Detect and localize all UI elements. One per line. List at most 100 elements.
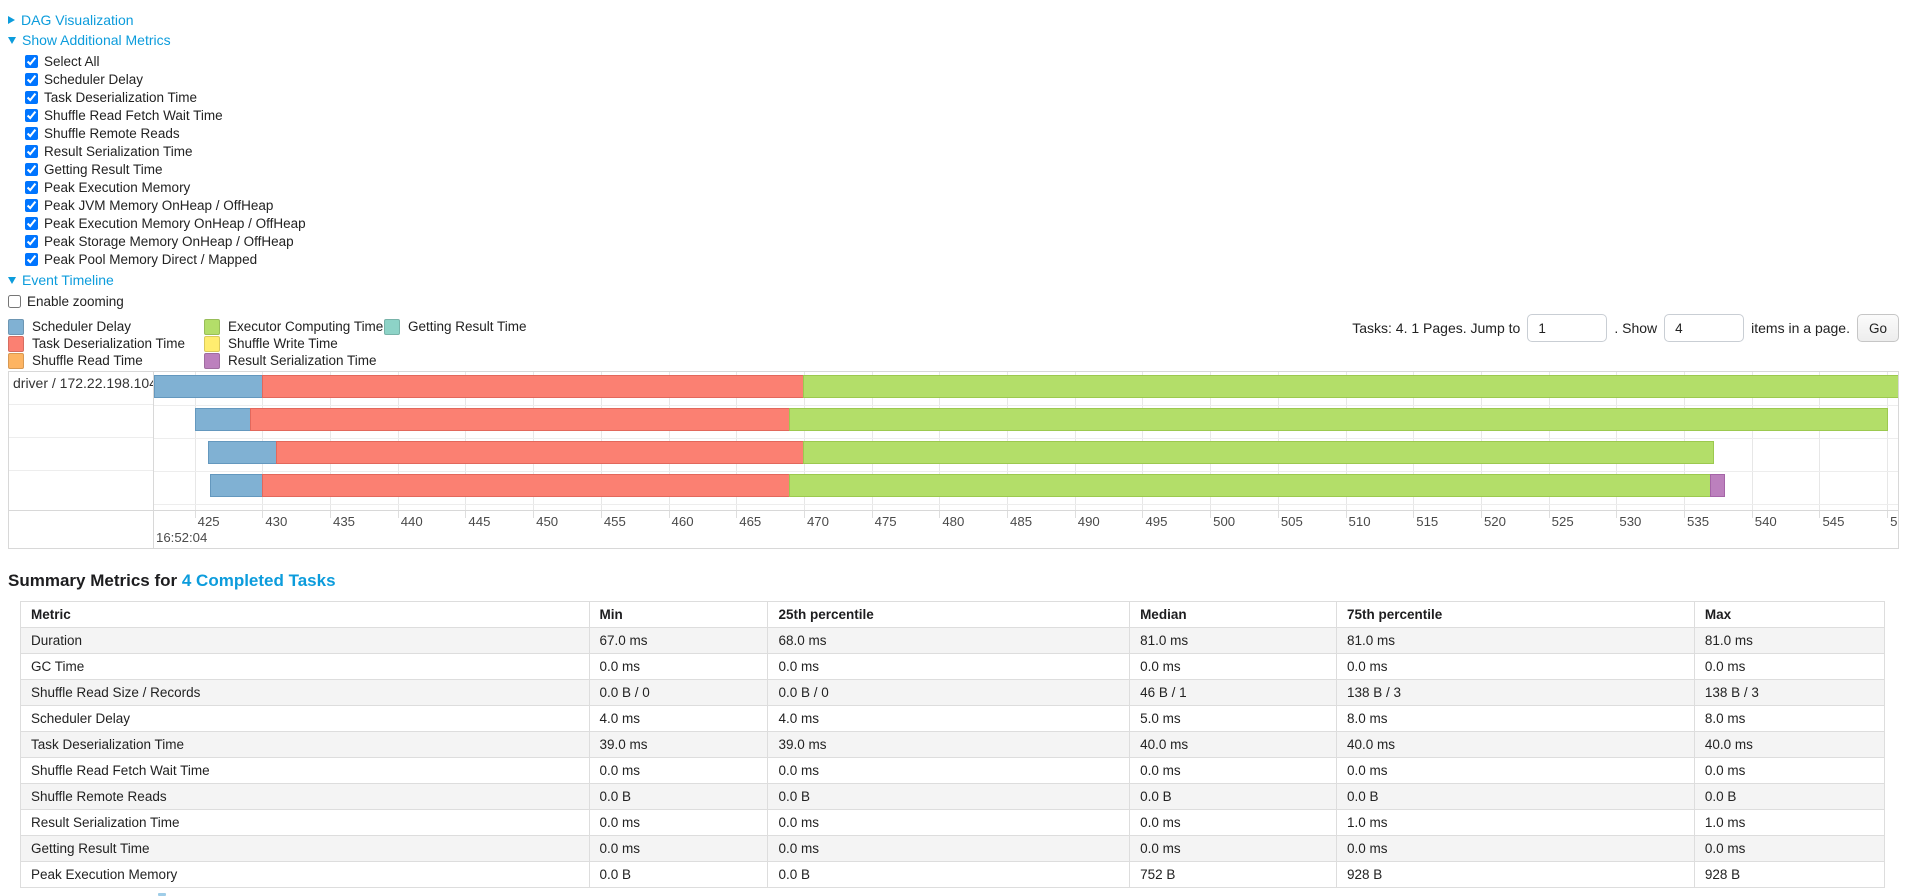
checkbox-label: Peak Pool Memory Direct / Mapped: [44, 251, 258, 267]
checkbox-result-serialization-time[interactable]: [25, 144, 38, 158]
task-1-segment-executor-computing[interactable]: [789, 408, 1888, 431]
axis-tick-label: 430: [265, 514, 288, 529]
metric-checkbox-row-select-all: Select All: [25, 52, 1899, 70]
timeline-plot-area: [154, 372, 1898, 510]
metric-value-cell: 0.0 ms: [767, 653, 1131, 680]
metric-checkbox-row-shuffle-read-fetch-wait-time: Shuffle Read Fetch Wait Time: [25, 106, 1899, 124]
metric-value-cell: 40.0 ms: [1335, 731, 1695, 758]
tick-mark: [330, 511, 332, 518]
tick-mark: [600, 511, 602, 518]
event-timeline-chart: driver / 172.22.198.104 425 430 435 440 445 4…: [8, 371, 1899, 549]
metric-value-cell: 0.0 ms: [767, 809, 1131, 836]
dag-visualization-link[interactable]: DAG Visualization: [21, 12, 134, 28]
checkbox-label: Getting Result Time: [44, 161, 163, 177]
task-pagination: Tasks: 4. 1 Pages. Jump to . Show items …: [1352, 314, 1899, 342]
task-1-segment-deserialization[interactable]: [250, 408, 792, 431]
getting-result-time-swatch-icon: [384, 318, 400, 335]
table-row-shuffle-remote-reads: Shuffle Remote Reads 0.0 B 0.0 B 0.0 B 0.0 B…: [20, 783, 1886, 810]
metric-value-cell: 0.0 ms: [1693, 835, 1886, 862]
metric-value-cell: 0.0 B: [588, 783, 769, 810]
task-0-segment-executor-computing[interactable]: [802, 375, 1898, 398]
metric-value-cell: 0.0 B / 0: [588, 679, 769, 706]
expanded-arrow-icon: [8, 36, 16, 44]
task-3-segment-executor-computing[interactable]: [789, 474, 1712, 497]
tick-mark: [939, 511, 941, 518]
metric-name-cell: Task Deserialization Time: [20, 731, 590, 758]
task-2-segment-scheduler-delay[interactable]: [208, 441, 278, 464]
checkbox-shuffle-read-fetch-wait-time[interactable]: [25, 108, 38, 122]
jump-to-page-input[interactable]: [1527, 314, 1608, 342]
completed-tasks-link[interactable]: 4 Completed Tasks: [181, 571, 336, 590]
task-0-segment-scheduler-delay[interactable]: [154, 375, 265, 398]
table-header-row: Metric Min 25th percentile Median 75th perce…: [20, 601, 1886, 628]
tick-mark: [1548, 511, 1550, 518]
go-button[interactable]: Go: [1856, 314, 1899, 342]
page-size-input[interactable]: [1664, 314, 1745, 342]
checkbox-peak-execution-memory-onheap-offheap[interactable]: [25, 216, 38, 230]
axis-tick-label: 530: [1619, 514, 1642, 529]
metric-value-cell: 0.0 ms: [1335, 757, 1695, 784]
checkbox-peak-storage-memory-onheap-offheap[interactable]: [25, 234, 38, 248]
row-separator: [154, 405, 1898, 406]
checkbox-select-all[interactable]: [25, 54, 38, 68]
tick-mark: [736, 511, 738, 518]
axis-tick-label: 455: [603, 514, 626, 529]
axis-tick-label: 545: [1822, 514, 1845, 529]
task-2-segment-deserialization[interactable]: [275, 441, 805, 464]
task-3-segment-deserialization[interactable]: [262, 474, 792, 497]
checkbox-shuffle-remote-reads[interactable]: [25, 126, 38, 140]
tick-mark: [1074, 511, 1076, 518]
axis-tick-label: 510: [1348, 514, 1371, 529]
section-toggle-dag-visualization[interactable]: DAG Visualization: [8, 12, 1899, 28]
axis-tick-label: 485: [1010, 514, 1033, 529]
metric-checkbox-row-scheduler-delay: Scheduler Delay: [25, 70, 1899, 88]
metric-value-cell: 752 B: [1129, 861, 1337, 888]
checkbox-getting-result-time[interactable]: [25, 162, 38, 176]
table-row-shuffle-read-fetch-wait-time: Shuffle Read Fetch Wait Time 0.0 ms 0.0 ms…: [20, 757, 1886, 784]
metric-checkbox-row-peak-execution-memory-onheap-offheap: Peak Execution Memory OnHeap / OffHeap: [25, 214, 1899, 232]
additional-metrics-checkbox-list: Select All Scheduler Delay Task Deserializ…: [25, 52, 1899, 268]
tick-mark: [1277, 511, 1279, 518]
legend-item-shuffle-write-time: Shuffle Write Time: [204, 335, 384, 352]
checkbox-label: Scheduler Delay: [44, 71, 144, 87]
legend-item-shuffle-read-time: Shuffle Read Time: [8, 352, 204, 369]
metric-value-cell: 8.0 ms: [1335, 705, 1695, 732]
show-additional-metrics-link[interactable]: Show Additional Metrics: [22, 32, 171, 48]
legend-label: Shuffle Write Time: [228, 336, 338, 351]
metric-value-cell: 0.0 B / 0: [767, 679, 1131, 706]
timeline-group-label: driver / 172.22.198.104: [9, 372, 153, 405]
tick-mark: [803, 511, 805, 518]
checkbox-peak-pool-memory-direct-mapped[interactable]: [25, 252, 38, 266]
metric-value-cell: 39.0 ms: [588, 731, 769, 758]
metric-value-cell: 1.0 ms: [1693, 809, 1886, 836]
checkbox-scheduler-delay[interactable]: [25, 72, 38, 86]
checkbox-task-deserialization-time[interactable]: [25, 90, 38, 104]
metric-checkbox-row-shuffle-remote-reads: Shuffle Remote Reads: [25, 124, 1899, 142]
collapsed-arrow-icon: [8, 16, 15, 24]
shuffle-write-time-swatch-icon: [204, 335, 220, 352]
task-deserialization-time-swatch-icon: [8, 335, 24, 352]
section-toggle-additional-metrics[interactable]: Show Additional Metrics: [8, 32, 1899, 48]
metric-value-cell: 81.0 ms: [1129, 627, 1337, 654]
metric-value-cell: 0.0 ms: [1129, 757, 1337, 784]
column-header-min: Min: [588, 601, 769, 628]
metric-value-cell: 0.0 B: [1129, 783, 1337, 810]
metric-value-cell: 81.0 ms: [1335, 627, 1695, 654]
result-serialization-time-swatch-icon: [204, 352, 220, 369]
axis-tick-label: 540: [1754, 514, 1777, 529]
task-0-segment-deserialization[interactable]: [262, 375, 805, 398]
checkbox-peak-execution-memory[interactable]: [25, 180, 38, 194]
task-3-segment-result-serialization[interactable]: [1709, 474, 1726, 497]
task-2-segment-executor-computing[interactable]: [802, 441, 1715, 464]
event-timeline-link[interactable]: Event Timeline: [22, 272, 114, 288]
checkbox-label: Peak Execution Memory OnHeap / OffHeap: [44, 215, 306, 231]
axis-tick-label: 515: [1416, 514, 1439, 529]
task-3-segment-scheduler-delay[interactable]: [209, 474, 265, 497]
enable-zooming-checkbox[interactable]: [8, 294, 21, 308]
checkbox-peak-jvm-memory-onheap-offheap[interactable]: [25, 198, 38, 212]
timeline-group-column: driver / 172.22.198.104: [9, 372, 154, 510]
metric-value-cell: 0.0 ms: [767, 835, 1131, 862]
section-toggle-event-timeline[interactable]: Event Timeline: [8, 272, 1899, 288]
task-1-segment-scheduler-delay[interactable]: [194, 408, 253, 431]
legend-label: Executor Computing Time: [228, 319, 384, 334]
